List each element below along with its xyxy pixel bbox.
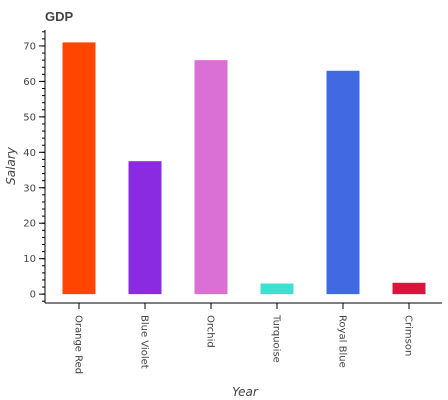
x-tick-label: Orange Red — [73, 315, 84, 374]
y-axis-label: Salary — [4, 146, 18, 185]
y-tick-label: 10 — [23, 254, 36, 265]
x-tick-label: Orchid — [205, 315, 216, 348]
y-tick-label: 0 — [30, 290, 36, 301]
chart-title: GDP — [45, 9, 74, 24]
y-tick-label: 60 — [23, 77, 36, 88]
bar-crimson — [392, 282, 426, 295]
y-tick-label: 30 — [23, 183, 36, 194]
y-axis: 0 10 20 30 40 50 60 70 — [23, 30, 46, 303]
bars-group — [62, 42, 426, 295]
y-tick-label: 50 — [23, 112, 36, 123]
bar-orchid — [194, 60, 228, 295]
x-axis-label: Year — [232, 385, 259, 399]
y-tick-label: 40 — [23, 148, 36, 159]
x-tick-label: Blue Violet — [139, 315, 150, 369]
bar-orange-red — [62, 42, 96, 295]
y-tick-label: 70 — [23, 41, 36, 52]
x-tick-label: Turquoise — [271, 314, 282, 363]
bar-turquoise — [260, 283, 294, 295]
y-tick-label: 20 — [23, 219, 36, 230]
x-tick-label: Royal Blue — [337, 315, 348, 368]
x-tick-label: Crimson — [403, 315, 414, 356]
bar-royal-blue — [326, 70, 360, 295]
bar-blue-violet — [128, 161, 162, 295]
x-axis: Orange Red Blue Violet Orchid Turquoise Roya… — [45, 302, 442, 374]
